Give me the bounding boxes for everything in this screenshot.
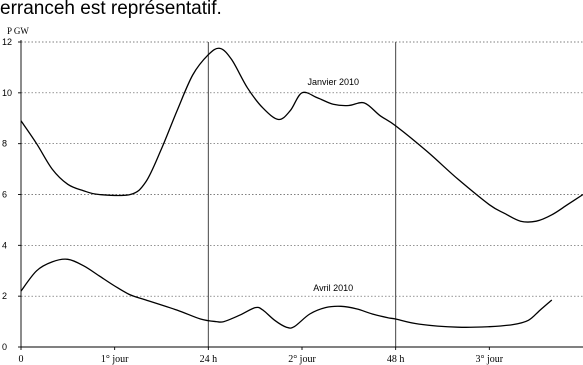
y-tick-label-6: 6 bbox=[2, 190, 7, 200]
y-tick-label-10: 10 bbox=[2, 88, 12, 98]
y-tick-label-0: 0 bbox=[2, 342, 7, 352]
y-tick-label-2: 2 bbox=[2, 291, 7, 301]
series-label-janvier-2010: Janvier 2010 bbox=[307, 77, 359, 87]
series-line-janvier-2010 bbox=[20, 47, 583, 223]
series-label-avril-2010: Avril 2010 bbox=[313, 283, 353, 293]
axes bbox=[18, 40, 583, 350]
x-tick-label-4: 48 h bbox=[387, 354, 405, 365]
vertical-marker-lines bbox=[207, 42, 397, 347]
y-tick-label-4: 4 bbox=[2, 240, 7, 250]
x-tick-label-1: 1° jour bbox=[101, 354, 129, 365]
grid-layer bbox=[21, 41, 583, 297]
series-layer bbox=[20, 47, 583, 329]
tick-labels: 0 2 4 6 8 10 12 0 1° jour 24 h 2° jour 48 h 3° jour bbox=[2, 37, 504, 365]
x-tick-label-3: 2° jour bbox=[288, 354, 316, 365]
y-axis-unit-label: P GW bbox=[7, 26, 29, 36]
series-labels: Janvier 2010 Avril 2010 bbox=[307, 77, 359, 293]
y-tick-label-12: 12 bbox=[2, 37, 12, 47]
x-tick-label-5: 3° jour bbox=[476, 354, 504, 365]
x-tick-label-0: 0 bbox=[19, 354, 24, 365]
top-cropped-text: erranceh est représentatif. bbox=[0, 0, 222, 19]
series-line-avril-2010 bbox=[20, 258, 553, 329]
x-tick-label-2: 24 h bbox=[200, 354, 218, 365]
y-tick-label-8: 8 bbox=[2, 139, 7, 149]
